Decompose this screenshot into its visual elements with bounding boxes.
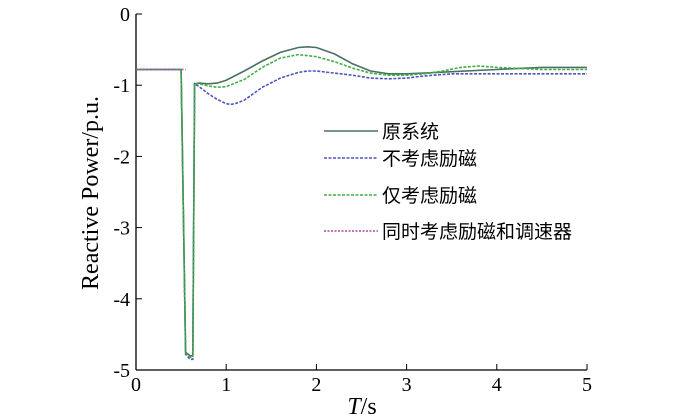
series-line-2 <box>136 68 587 361</box>
legend-label-2: 不考虑励磁 <box>382 148 477 170</box>
x-tick-label: 0 <box>131 374 141 396</box>
legend-label-3: 仅考虑励磁 <box>382 185 477 207</box>
legend-label-4: 同时考虑励磁和调速器 <box>382 221 572 243</box>
x-tick-label: 2 <box>311 374 321 396</box>
y-axis-label: Reactive Power/p.u. <box>78 96 104 290</box>
series-line-1 <box>136 45 587 357</box>
y-tick-label: -4 <box>113 289 130 311</box>
series-line-3 <box>136 53 587 359</box>
x-axis-label-unit: /s <box>361 394 377 419</box>
series-layer <box>136 45 587 361</box>
x-axis-label-symbol: T <box>347 394 362 419</box>
y-tick-label: -1 <box>113 75 130 97</box>
y-tick-label: 0 <box>120 4 130 26</box>
tick-labels: 0 1 2 3 4 5 0 -1 -2 -3 -4 -5 <box>113 4 592 396</box>
y-tick-label: -5 <box>113 360 130 382</box>
x-tick-label: 5 <box>582 374 592 396</box>
y-tick-label: -3 <box>113 218 130 240</box>
x-tick-label: 1 <box>221 374 231 396</box>
x-tick-label: 4 <box>492 374 502 396</box>
x-tick-label: 3 <box>402 374 412 396</box>
y-tick-label: -2 <box>113 146 130 168</box>
legend-label-1: 原系统 <box>382 121 439 143</box>
axes <box>135 13 588 371</box>
x-axis-label: T/s <box>347 394 376 419</box>
